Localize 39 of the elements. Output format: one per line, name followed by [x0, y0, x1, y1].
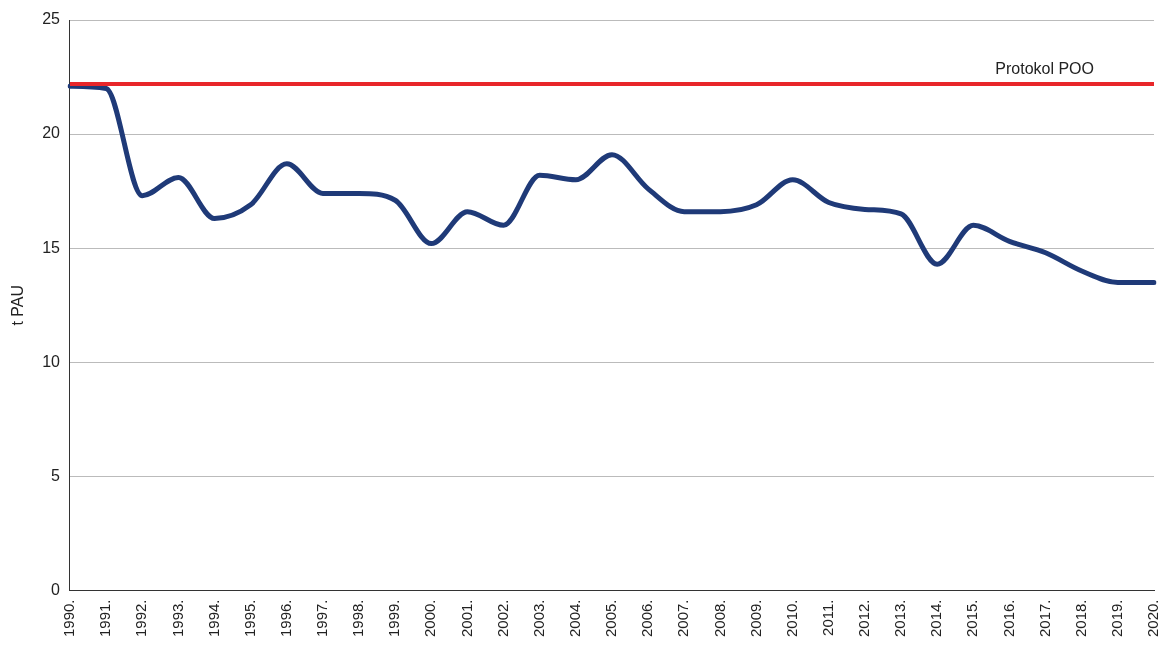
x-tick-label: 1997. — [313, 599, 331, 638]
x-tick-label: 2014. — [927, 599, 945, 638]
x-tick-label: 2005. — [602, 599, 620, 638]
y-tick-label: 0 — [51, 580, 61, 598]
x-tick-label: 1996. — [276, 599, 294, 638]
ref-line-label: Protokol POO — [995, 60, 1094, 78]
y-tick-label: 20 — [42, 124, 61, 142]
x-tick-label: 2004. — [566, 599, 584, 638]
x-tick-label: 2006. — [638, 599, 656, 638]
x-tick-label: 1990. — [60, 599, 78, 638]
x-tick-label: 2012. — [855, 599, 873, 638]
x-tick-label: 2016. — [999, 599, 1017, 638]
x-tick-label: 1999. — [385, 599, 403, 638]
x-tick-label: 2017. — [1035, 599, 1053, 638]
x-tick-label: 1991. — [96, 599, 114, 638]
y-tick-label: 5 — [51, 466, 61, 484]
x-tick-label: 2015. — [963, 599, 981, 638]
x-tick-label: 1993. — [168, 599, 186, 638]
y-tick-label: 25 — [42, 10, 61, 28]
x-tick-label: 2001. — [457, 599, 475, 638]
x-tick-label: 2019. — [1108, 599, 1126, 638]
x-tick-label: 1998. — [349, 599, 367, 638]
x-tick-label: 1992. — [132, 599, 150, 638]
x-tick-label: 2013. — [891, 599, 909, 638]
x-tick-label: 2002. — [493, 599, 511, 638]
x-tick-label: 2010. — [782, 599, 800, 638]
x-tick-label: 1995. — [240, 599, 258, 638]
x-tick-label: 2009. — [746, 599, 764, 638]
x-tick-label: 2007. — [674, 599, 692, 638]
x-tick-label: 2018. — [1071, 599, 1089, 638]
y-tick-label: 15 — [42, 238, 61, 256]
x-tick-label: 2000. — [421, 599, 439, 638]
x-tick-label: 2011. — [818, 599, 836, 636]
x-tick-label: 1994. — [204, 599, 222, 638]
y-axis-title: t PAU — [9, 284, 27, 326]
x-tick-label: 2020. — [1144, 599, 1162, 638]
y-tick-label: 10 — [42, 352, 61, 370]
x-tick-label: 2003. — [529, 599, 547, 638]
x-tick-label: 2008. — [710, 599, 728, 638]
